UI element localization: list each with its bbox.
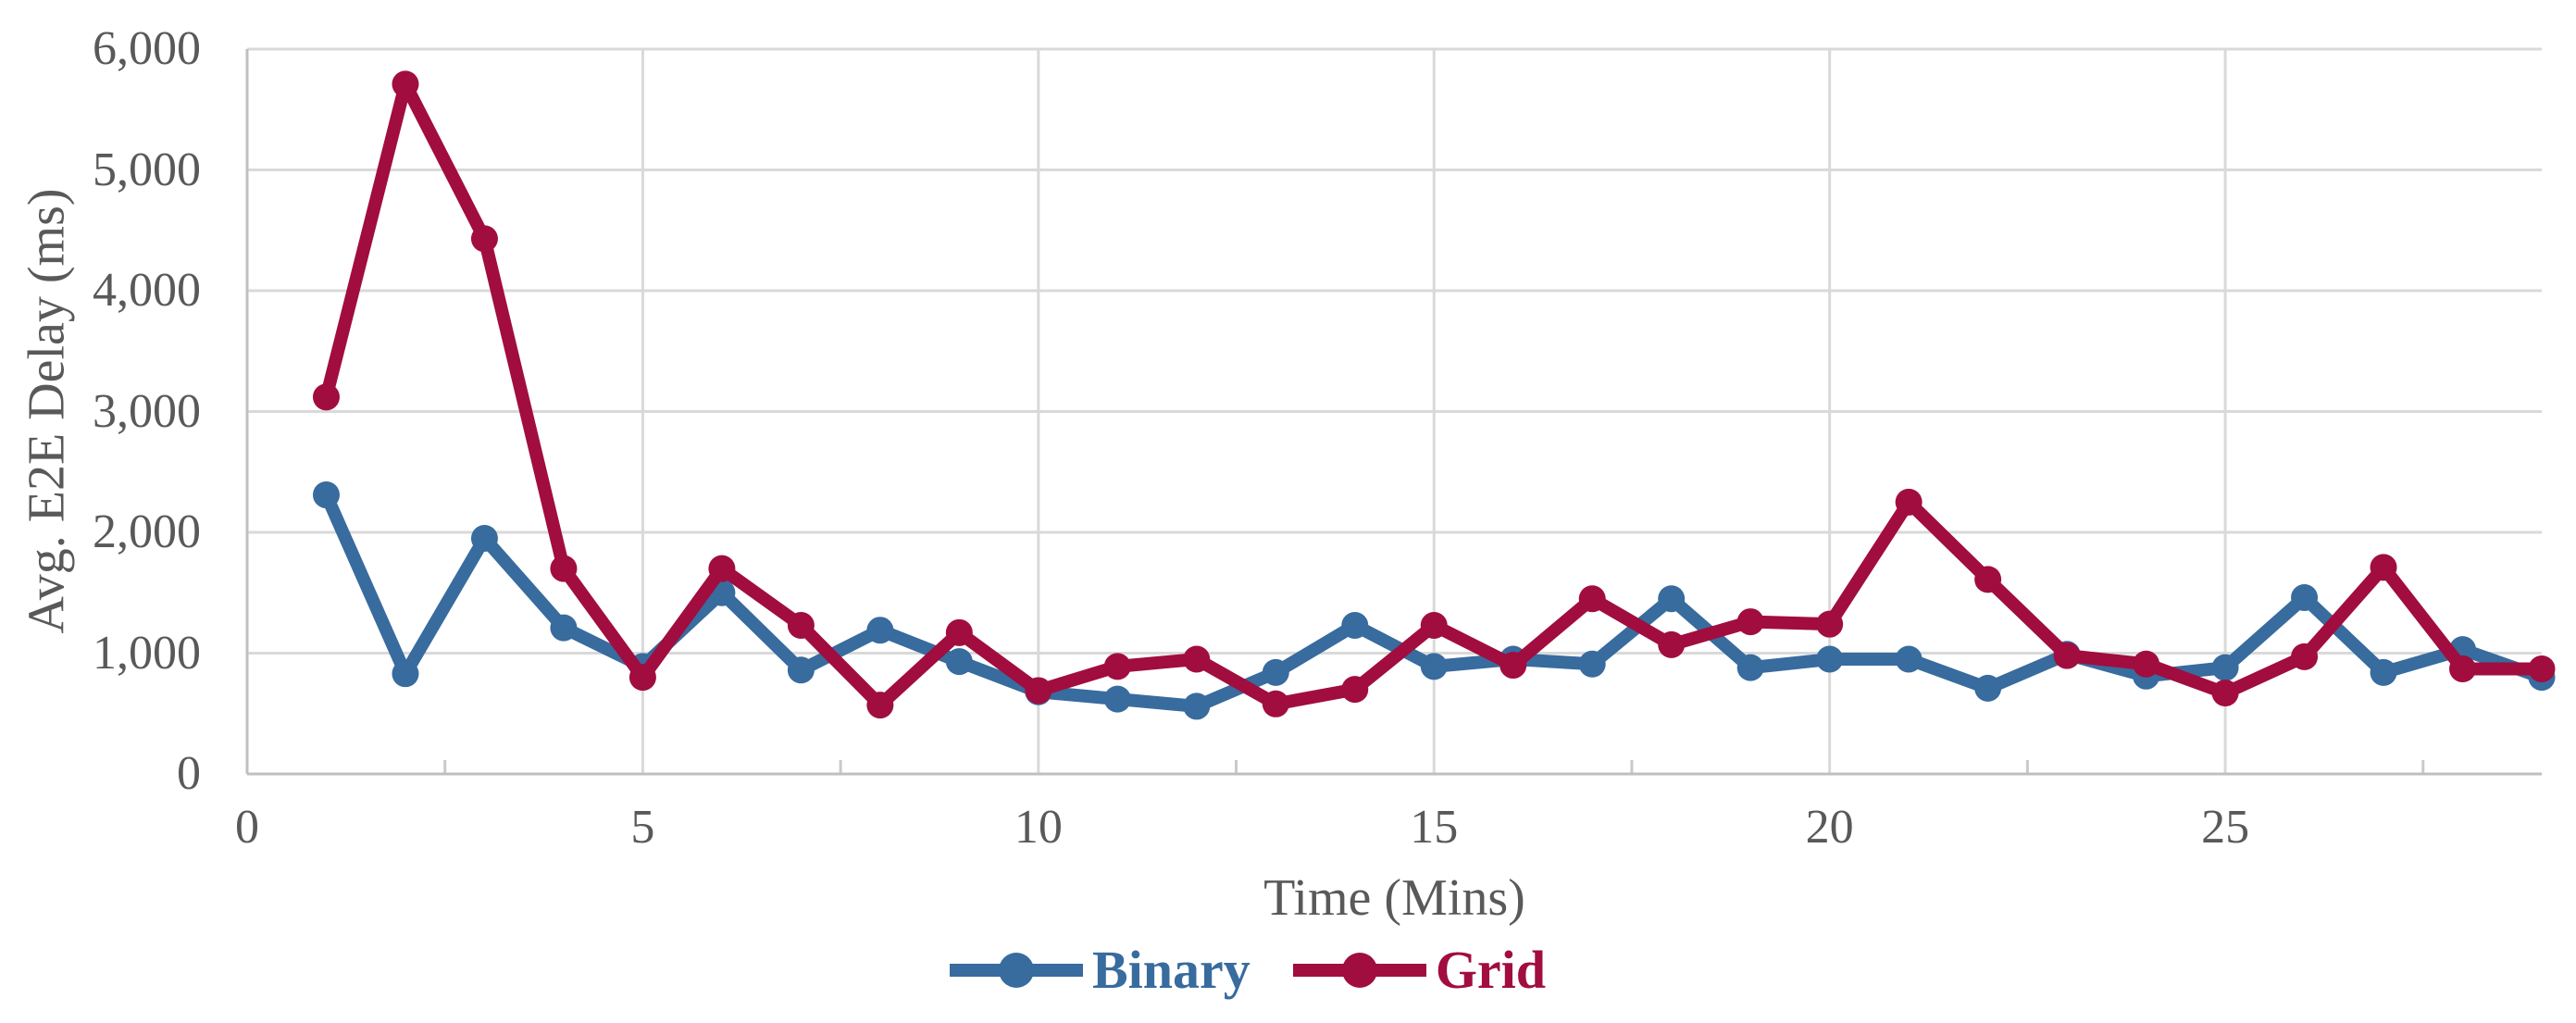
data-point-grid xyxy=(1500,652,1527,680)
data-point-binary xyxy=(1736,654,1764,681)
data-point-binary xyxy=(1895,645,1923,673)
y-tick-label: 1,000 xyxy=(93,626,201,680)
data-point-grid xyxy=(392,70,419,98)
y-tick-label: 3,000 xyxy=(93,384,201,438)
data-point-binary xyxy=(1262,658,1289,686)
data-point-grid xyxy=(1578,585,1606,613)
data-point-binary xyxy=(1183,692,1211,720)
data-point-grid xyxy=(1420,611,1448,639)
data-point-grid xyxy=(312,383,340,411)
data-point-grid xyxy=(945,618,973,646)
data-point-binary xyxy=(2211,654,2239,681)
data-point-grid xyxy=(2449,655,2477,682)
x-axis-title: Time (Mins) xyxy=(1263,869,1525,927)
legend-item-grid: Grid xyxy=(1289,941,1546,1000)
legend-label-grid: Grid xyxy=(1435,940,1547,1000)
binary-series-marker-icon xyxy=(950,953,1083,988)
data-point-grid xyxy=(2211,680,2239,707)
x-tick-label: 15 xyxy=(1410,801,1459,854)
legend: Binary Grid xyxy=(946,939,1546,1002)
data-point-grid xyxy=(708,555,736,582)
data-point-grid xyxy=(1658,630,1686,658)
data-point-grid xyxy=(2133,650,2160,678)
data-point-grid xyxy=(1262,690,1289,717)
x-tick-label: 20 xyxy=(1805,801,1854,854)
grid-series-marker-icon xyxy=(1292,953,1426,988)
data-point-binary xyxy=(392,660,419,688)
data-point-binary xyxy=(1658,585,1686,613)
data-point-grid xyxy=(787,611,815,639)
y-tick-label: 4,000 xyxy=(93,264,201,317)
data-point-binary xyxy=(1420,653,1448,680)
y-tick-label: 0 xyxy=(177,747,201,800)
data-point-grid xyxy=(2370,554,2397,581)
data-point-binary xyxy=(1578,650,1606,678)
data-point-binary xyxy=(312,481,340,509)
data-point-binary xyxy=(1974,674,2002,702)
y-tick-label: 6,000 xyxy=(93,22,201,75)
data-point-grid xyxy=(628,664,656,692)
data-point-grid xyxy=(1341,676,1369,704)
data-point-grid xyxy=(866,692,894,719)
data-point-grid xyxy=(1025,677,1052,705)
data-point-grid xyxy=(1183,645,1211,673)
data-point-grid xyxy=(1895,488,1923,516)
data-point-binary xyxy=(1341,611,1369,639)
data-point-grid xyxy=(1103,653,1131,680)
x-tick-label: 10 xyxy=(1014,801,1063,854)
data-point-binary xyxy=(866,617,894,644)
data-point-grid xyxy=(1816,610,1844,638)
data-point-binary xyxy=(470,525,498,553)
data-point-binary xyxy=(787,656,815,684)
data-point-grid xyxy=(550,555,578,582)
x-tick-label: 25 xyxy=(2201,801,2250,854)
data-point-grid xyxy=(1974,566,2002,593)
y-tick-label: 5,000 xyxy=(93,143,201,196)
data-point-binary xyxy=(1103,685,1131,713)
data-point-binary xyxy=(1816,645,1844,673)
data-point-binary xyxy=(550,614,578,642)
legend-label-binary: Binary xyxy=(1092,940,1251,1000)
x-tick-label: 5 xyxy=(630,801,655,854)
data-point-binary xyxy=(945,648,973,676)
legend-item-binary: Binary xyxy=(946,941,1251,1000)
data-point-binary xyxy=(2370,658,2397,686)
data-point-grid xyxy=(1736,608,1764,636)
data-point-binary xyxy=(2291,583,2319,611)
data-point-grid xyxy=(2053,642,2081,669)
y-tick-label: 2,000 xyxy=(93,505,201,558)
data-point-grid xyxy=(2291,642,2319,670)
data-point-grid xyxy=(2528,655,2556,682)
data-point-grid xyxy=(470,225,498,253)
x-tick-label: 0 xyxy=(235,801,259,854)
